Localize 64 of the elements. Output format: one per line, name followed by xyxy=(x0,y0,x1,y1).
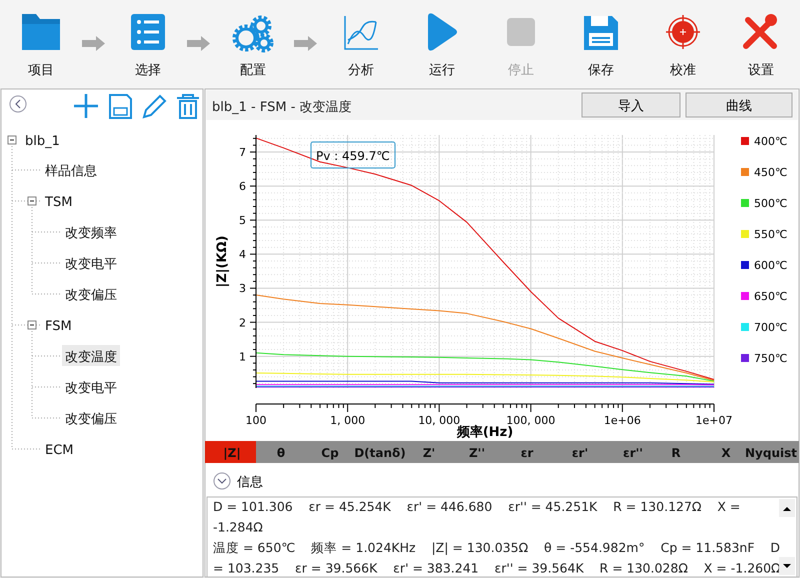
text: -1.284Ω xyxy=(213,520,264,534)
legend-label: 650℃ xyxy=(754,290,788,303)
chart-title: blb_1 - FSM - 改变温度 xyxy=(212,99,352,115)
text: X xyxy=(721,446,732,460)
text: 分析 xyxy=(348,63,374,78)
text: 改变频率 xyxy=(65,225,117,241)
text: 设置 xyxy=(748,63,774,78)
text: θ xyxy=(276,446,286,460)
text: D(tanδ) xyxy=(354,446,406,460)
text: 样品信息 xyxy=(45,164,97,179)
x-tick-label: 100, 000 xyxy=(506,414,556,427)
text: Z'' xyxy=(468,446,486,460)
text: D = 101.306 εr = 45.254K εr' = 446.680 εr'' = 45.251K R = 130.127Ω X = xyxy=(213,499,740,514)
annotation: Pv : 459.7℃ xyxy=(316,149,390,163)
legend-label: 750℃ xyxy=(754,352,788,365)
text: 选择 xyxy=(135,63,161,78)
text: FSM xyxy=(45,319,72,334)
text: 项目 xyxy=(28,63,54,78)
text: = 103.235 εr = 39.566K εr' = 383.241 εr'' = 39.564K R = 130.028Ω X = -1.260Ω xyxy=(213,560,782,576)
text: 温度 = 650℃ 频率 = 1.024KHz |Z| = 130.035Ω θ = -554.982m° Cp = 11.583nF D xyxy=(213,540,780,555)
text: 配置 xyxy=(240,63,266,78)
text: blb_1 xyxy=(25,134,60,149)
y-tick-label: 4 xyxy=(239,248,246,262)
text: 改变温度 xyxy=(65,349,117,365)
text: 曲线 xyxy=(726,99,752,114)
text: 运行 xyxy=(429,63,455,78)
text: εr' xyxy=(572,446,588,460)
y-axis-title: |Z|(KΩ) xyxy=(215,236,230,288)
x-tick-label: 1e+06 xyxy=(604,414,641,427)
y-tick-label: 3 xyxy=(239,282,246,296)
x-tick-label: 1, 000 xyxy=(330,414,366,427)
y-tick-label: 1 xyxy=(239,350,246,364)
text: 改变电平 xyxy=(65,257,117,272)
legend-label: 500℃ xyxy=(754,197,788,210)
text: R xyxy=(671,446,681,460)
text: Nyquist xyxy=(745,446,798,460)
y-tick-label: 2 xyxy=(239,316,246,330)
legend-label: 600℃ xyxy=(754,259,788,272)
text: 改变电平 xyxy=(65,381,117,396)
x-axis-title: 频率(Hz) xyxy=(456,424,514,440)
legend-label: 400℃ xyxy=(754,135,788,148)
y-tick-label: 5 xyxy=(239,214,246,228)
text: 校准 xyxy=(669,63,696,78)
text: Cp xyxy=(321,446,340,460)
text: 保存 xyxy=(588,63,614,78)
text: εr xyxy=(520,446,534,460)
text: 改变偏压 xyxy=(65,412,117,427)
text: εr'' xyxy=(623,446,643,460)
text: 改变偏压 xyxy=(65,288,117,303)
text: 导入 xyxy=(618,99,644,114)
x-tick-label: 10, 000 xyxy=(418,414,460,427)
text: 停止 xyxy=(508,63,534,78)
x-tick-label: 100 xyxy=(246,414,266,427)
text: TSM xyxy=(44,195,72,210)
text: 信息 xyxy=(237,475,263,490)
x-tick-label: 1e+07 xyxy=(696,414,732,427)
legend-label: 550℃ xyxy=(754,228,788,241)
y-tick-label: 7 xyxy=(239,146,246,160)
text: ECM xyxy=(45,443,74,458)
text: Z' xyxy=(422,446,436,460)
legend-label: 700℃ xyxy=(754,321,788,334)
y-tick-label: 6 xyxy=(239,180,246,194)
text: |Z| xyxy=(223,446,241,460)
legend-label: 450℃ xyxy=(754,166,788,179)
